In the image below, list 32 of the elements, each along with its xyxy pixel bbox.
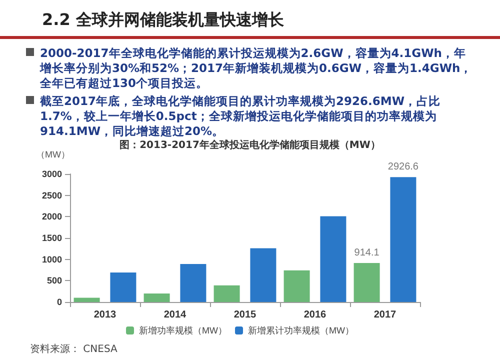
bar [180, 264, 206, 302]
bar [250, 248, 276, 302]
bar [74, 298, 100, 302]
bar [320, 216, 346, 302]
y-tick-label: 3000 [42, 169, 62, 179]
chart-title: 2.2 全球并网储能装机量快速增长 [42, 10, 284, 31]
y-tick-label: 1500 [42, 233, 62, 243]
bar [284, 270, 310, 302]
legend-label: 新增累计功率规模（MW） [248, 326, 354, 336]
y-tick-label: 1000 [42, 254, 62, 264]
bar [354, 263, 380, 302]
x-tick-label: 2014 [164, 310, 187, 320]
y-axis-title: （MW） [36, 150, 70, 160]
y-tick-label: 500 [46, 276, 62, 286]
x-tick-label: 2013 [94, 310, 117, 320]
data-label: 2926.6 [388, 162, 419, 173]
text: 2000-2017年全球电化学储能的累计投运规模为2.6GW，容量为4.1GWh，年增长率分别为30%和52%；2017年新增装机规模为0.6GW，容量为1.4GWh，全年已有超过130个项目投运。 [38, 46, 474, 91]
y-tick-label: 2500 [42, 190, 62, 200]
y-tick-label: 2000 [42, 212, 62, 222]
x-tick-label: 2015 [234, 310, 257, 320]
chart-subtitle: 图：2013-2017年全球投运电化学储能项目规模（MW） [120, 140, 380, 151]
x-tick-label: 2017 [374, 310, 397, 320]
data-label: 914.1 [354, 248, 380, 258]
y-tick-label: 0 [56, 297, 62, 307]
bar [110, 272, 136, 302]
bar [390, 177, 416, 302]
bar [144, 293, 170, 302]
legend-label: 新增功率规模（MW） [139, 326, 228, 336]
text: 资料来源： CNESA [30, 342, 118, 356]
text: 截至2017年底，全球电化学储能项目的累计功率规模为2926.6MW，占比1.7%，较上一年增长0.5pct；全球新增投运电化学储能项目的功率规模为914.1MW，同比增速超过20%。 [39, 94, 442, 139]
x-tick-label: 2016 [304, 310, 327, 320]
bar [214, 285, 240, 302]
